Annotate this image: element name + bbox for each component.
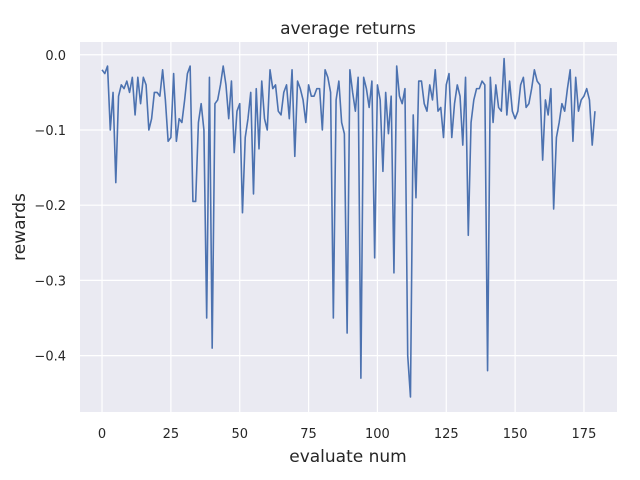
- x-tick-label: 50: [231, 427, 248, 442]
- chart-title: average returns: [280, 19, 416, 39]
- y-tick-label: −0.1: [34, 124, 66, 139]
- y-tick-label: −0.4: [34, 350, 66, 365]
- x-tick-label: 25: [163, 427, 180, 442]
- x-tick-label: 0: [98, 427, 106, 442]
- x-tick-label: 125: [434, 427, 459, 442]
- x-axis-ticks: 0 25 50 75 100 125 150 175: [98, 427, 596, 442]
- x-tick-label: 150: [503, 427, 528, 442]
- y-axis-ticks: 0.0 −0.1 −0.2 −0.3 −0.4: [34, 49, 66, 365]
- y-axis-label: rewards: [10, 193, 30, 261]
- series-layer: [101, 57, 596, 398]
- y-tick-label: −0.2: [34, 199, 66, 214]
- series-line: [101, 57, 596, 398]
- y-tick-label: −0.3: [34, 274, 66, 289]
- x-tick-label: 75: [300, 427, 317, 442]
- x-tick-label: 100: [365, 427, 390, 442]
- x-tick-label: 175: [572, 427, 597, 442]
- y-tick-label: 0.0: [45, 49, 66, 64]
- x-axis-label: evaluate num: [289, 447, 407, 467]
